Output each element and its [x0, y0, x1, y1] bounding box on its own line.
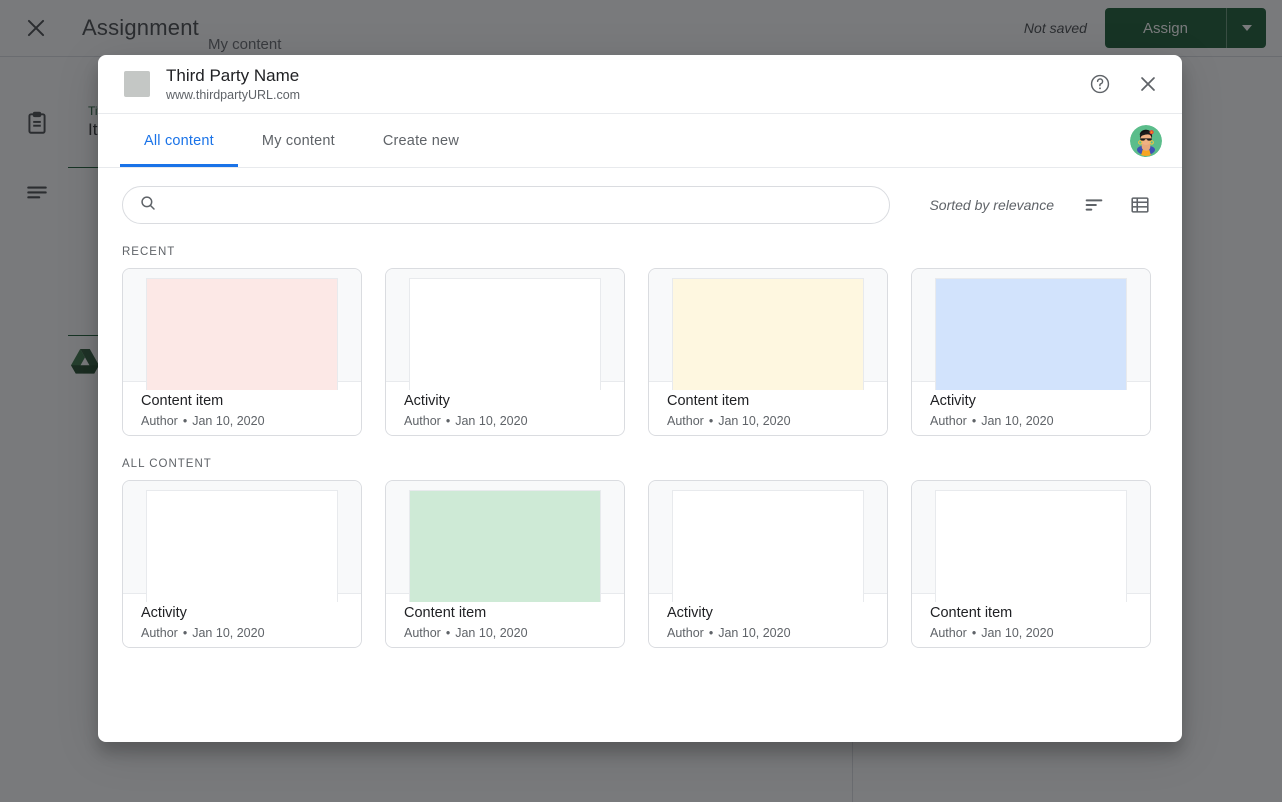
search-toolbar: Sorted by relevance	[122, 168, 1158, 242]
card-subtitle: Author • Jan 10, 2020	[930, 414, 1150, 428]
list-item[interactable]: Content item Author • Jan 10, 2020	[385, 480, 625, 648]
card-date: Jan 10, 2020	[192, 414, 265, 428]
separator-dot: •	[971, 414, 977, 428]
card-meta: Content item Author • Jan 10, 2020	[912, 593, 1150, 647]
card-thumbnail-area	[912, 269, 1150, 390]
user-avatar[interactable]	[1130, 124, 1162, 157]
card-date: Jan 10, 2020	[455, 414, 528, 428]
card-author: Author	[141, 626, 178, 640]
card-title: Content item	[667, 393, 750, 409]
dialog-body: Sorted by relevance	[98, 168, 1182, 742]
dialog-tabs: All content My content Create new	[98, 114, 1182, 168]
card-title: Activity	[141, 605, 187, 621]
tab-my-content[interactable]: My content	[261, 132, 335, 149]
card-thumbnail	[146, 278, 338, 390]
card-title: Content item	[404, 605, 487, 621]
card-title: Activity	[930, 393, 976, 409]
card-date: Jan 10, 2020	[718, 414, 791, 428]
card-date: Jan 10, 2020	[718, 626, 791, 640]
card-meta: Content item Author • Jan 10, 2020	[123, 381, 361, 435]
card-meta: Activity Author • Jan 10, 2020	[649, 593, 887, 647]
third-party-picker-dialog: Third Party Name www.thirdpartyURL.com A…	[98, 55, 1182, 742]
card-subtitle: Author • Jan 10, 2020	[930, 626, 1150, 640]
card-thumbnail-area	[912, 481, 1150, 602]
section-label-recent: Recent	[122, 246, 176, 258]
list-item[interactable]: Activity Author • Jan 10, 2020	[122, 480, 362, 648]
card-thumbnail	[409, 278, 601, 390]
tab-all-content[interactable]: All content	[120, 114, 238, 167]
tab-create-new[interactable]: Create new	[382, 132, 459, 149]
separator-dot: •	[182, 414, 188, 428]
card-author: Author	[667, 626, 704, 640]
card-subtitle: Author • Jan 10, 2020	[667, 414, 887, 428]
sort-controls: Sorted by relevance	[929, 187, 1158, 223]
card-subtitle: Author • Jan 10, 2020	[141, 414, 361, 428]
recent-card-grid: Content item Author • Jan 10, 2020 Activit…	[122, 268, 1158, 436]
card-thumbnail-area	[123, 481, 361, 602]
card-meta: Content item Author • Jan 10, 2020	[649, 381, 887, 435]
card-date: Jan 10, 2020	[455, 626, 528, 640]
card-subtitle: Author • Jan 10, 2020	[141, 626, 361, 640]
card-thumbnail	[935, 490, 1127, 602]
card-thumbnail	[409, 490, 601, 602]
card-thumbnail	[935, 278, 1127, 390]
sort-icon[interactable]	[1076, 187, 1112, 223]
card-thumbnail-area	[649, 481, 887, 602]
section-label-all-content: All content	[122, 458, 212, 470]
card-author: Author	[404, 414, 441, 428]
separator-dot: •	[708, 626, 714, 640]
card-author: Author	[930, 626, 967, 640]
app-identity: Third Party Name www.thirdpartyURL.com	[166, 65, 300, 104]
app-name: Third Party Name	[166, 65, 300, 85]
card-date: Jan 10, 2020	[192, 626, 265, 640]
list-item[interactable]: Content item Author • Jan 10, 2020	[648, 268, 888, 436]
close-icon[interactable]	[1130, 66, 1166, 102]
separator-dot: •	[971, 626, 977, 640]
card-author: Author	[404, 626, 441, 640]
app-url: www.thirdpartyURL.com	[166, 87, 301, 102]
card-author: Author	[667, 414, 704, 428]
card-thumbnail-area	[123, 269, 361, 390]
dialog-header-actions	[1082, 66, 1166, 102]
help-circle-icon[interactable]	[1082, 66, 1118, 102]
third-party-app-icon	[124, 71, 150, 97]
list-item[interactable]: Activity Author • Jan 10, 2020	[648, 480, 888, 648]
separator-dot: •	[445, 414, 451, 428]
search-input[interactable]	[169, 197, 873, 213]
card-author: Author	[141, 414, 178, 428]
list-view-icon[interactable]	[1122, 187, 1158, 223]
card-date: Jan 10, 2020	[981, 414, 1054, 428]
dialog-header: Third Party Name www.thirdpartyURL.com	[98, 55, 1182, 114]
separator-dot: •	[445, 626, 451, 640]
all-content-card-grid: Activity Author • Jan 10, 2020 Content ite…	[122, 480, 1158, 648]
card-subtitle: Author • Jan 10, 2020	[404, 626, 624, 640]
card-subtitle: Author • Jan 10, 2020	[404, 414, 624, 428]
card-date: Jan 10, 2020	[981, 626, 1054, 640]
card-subtitle: Author • Jan 10, 2020	[667, 626, 887, 640]
card-author: Author	[930, 414, 967, 428]
list-item[interactable]: Content item Author • Jan 10, 2020	[911, 480, 1151, 648]
search-box[interactable]	[122, 186, 890, 224]
list-item[interactable]: Content item Author • Jan 10, 2020	[122, 268, 362, 436]
card-thumbnail-area	[386, 269, 624, 390]
sort-label: Sorted by relevance	[929, 197, 1054, 213]
card-thumbnail	[672, 278, 864, 390]
card-title: Activity	[667, 605, 713, 621]
card-title: Activity	[404, 393, 450, 409]
account-area	[1130, 114, 1182, 167]
card-title: Content item	[930, 605, 1013, 621]
list-item[interactable]: Activity Author • Jan 10, 2020	[385, 268, 625, 436]
separator-dot: •	[182, 626, 188, 640]
list-item[interactable]: Activity Author • Jan 10, 2020	[911, 268, 1151, 436]
card-thumbnail	[146, 490, 338, 602]
card-thumbnail-area	[649, 269, 887, 390]
separator-dot: •	[708, 414, 714, 428]
card-thumbnail-area	[386, 481, 624, 602]
card-thumbnail	[672, 490, 864, 602]
card-title: Content item	[141, 393, 224, 409]
search-icon	[139, 194, 157, 217]
card-meta: Activity Author • Jan 10, 2020	[123, 593, 361, 647]
card-meta: Activity Author • Jan 10, 2020	[386, 381, 624, 435]
